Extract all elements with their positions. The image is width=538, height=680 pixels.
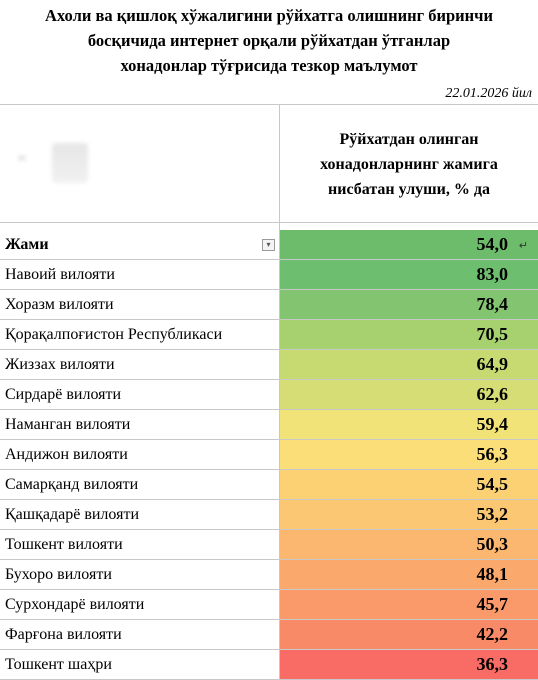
table-row[interactable]: Қашқадарё вилояти 53,2 [0,500,538,530]
table-row[interactable]: Бухоро вилояти 48,1 [0,560,538,590]
region-name: Қашқадарё вилояти [5,506,140,523]
table-row[interactable]: Сурхондарё вилояти 45,7 [0,590,538,620]
table-row[interactable]: Наманган вилояти 59,4 [0,410,538,440]
table-header: Рўйхатдан олинган хонадонларнинг жамига … [0,104,538,223]
share-value-cell[interactable]: 36,3 [280,650,538,679]
share-value-cell[interactable]: 54,0 ↵ [280,230,538,259]
share-value: 78,4 [476,294,509,314]
share-value: 45,7 [476,594,509,614]
region-name: Фарғона вилояти [5,626,122,643]
table-row[interactable]: Тошкент шаҳри 36,3 [0,650,538,680]
report-title-line-1: Ахоли ва қишлоқ хўжалигини рўйхатга олиш… [45,5,493,25]
share-value-cell[interactable]: 59,4 [280,410,538,439]
share-value-cell[interactable]: 78,4 [280,290,538,319]
share-value: 56,3 [476,444,509,464]
region-name: Тошкент шаҳри [5,656,112,673]
region-name: Бухоро вилояти [5,566,112,583]
table-row[interactable]: Жиззах вилояти 64,9 [0,350,538,380]
share-value-cell[interactable]: 45,7 [280,590,538,619]
table-row[interactable]: Навоий вилояти 83,0 [0,260,538,290]
share-value: 36,3 [476,654,509,674]
table-row[interactable]: Самарқанд вилояти 54,5 [0,470,538,500]
header-left-cell [0,105,280,223]
table-row[interactable]: Тошкент вилояти 50,3 [0,530,538,560]
report-title-line-3: хонадонлар тўғрисида тезкор маълумот [120,55,418,75]
table-row[interactable]: Фарғона вилояти 42,2 [0,620,538,650]
table-row[interactable]: Хоразм вилояти 78,4 [0,290,538,320]
share-value: 64,9 [476,354,509,374]
share-value-cell[interactable]: 42,2 [280,620,538,649]
column-header-line-3: нисбатан улуши, % да [328,180,490,198]
region-name: Сирдарё вилояти [5,386,122,403]
region-name: Самарқанд вилояти [5,476,139,493]
column-header-line-2: хонадонларнинг жамига [320,155,498,173]
enter-arrow-icon: ↵ [518,239,528,252]
report-date: 22.01.2026 йил [445,86,532,101]
region-name: Жиззах вилояти [5,356,115,373]
table-row[interactable]: Сирдарё вилояти 62,6 [0,380,538,410]
share-value: 59,4 [476,414,509,434]
share-value: 48,1 [476,564,509,584]
share-value: 53,2 [476,504,509,524]
blurred-placeholder-small [18,155,26,161]
share-value: 42,2 [476,624,509,644]
blurred-placeholder [52,143,88,183]
table-row[interactable]: Қорақалпоғистон Республикаси 70,5 [0,320,538,350]
region-name: Андижон вилояти [5,446,128,463]
region-name: Навоий вилояти [5,266,115,283]
region-name: Сурхондарё вилояти [5,596,145,613]
share-value-cell[interactable]: 62,6 [280,380,538,409]
header-spacer-row [0,222,538,230]
share-value-cell[interactable]: 48,1 [280,560,538,589]
column-header-line-1: Рўйхатдан олинган [339,130,479,148]
region-name: Тошкент вилояти [5,536,123,553]
table-row-total[interactable]: Жами ▾ 54,0 ↵ [0,230,538,260]
share-value-cell[interactable]: 70,5 [280,320,538,349]
share-value: 83,0 [476,264,509,284]
share-value: 62,6 [476,384,509,404]
share-value-cell[interactable]: 56,3 [280,440,538,469]
share-value-cell[interactable]: 53,2 [280,500,538,529]
share-value: 70,5 [476,324,509,344]
region-name: Хоразм вилояти [5,296,114,313]
share-value-cell[interactable]: 54,5 [280,470,538,499]
region-name: Жами [5,236,49,253]
report-title: Ахоли ва қишлоқ хўжалигини рўйхатга олиш… [0,0,538,80]
share-value-cell[interactable]: 83,0 [280,260,538,289]
share-value: 54,5 [476,474,509,494]
share-value-cell[interactable]: 50,3 [280,530,538,559]
share-value: 50,3 [476,534,509,554]
report-title-line-2: босқичида интернет орқали рўйхатдан ўтга… [87,30,451,50]
region-name: Наманган вилояти [5,416,131,433]
table-body: Жами ▾ 54,0 ↵ Навоий вилояти 83,0 Хоразм вилоя… [0,230,538,680]
column-header-share: Рўйхатдан олинган хонадонларнинг жамига … [280,105,538,223]
share-value: 54,0 [476,234,509,254]
filter-dropdown-icon[interactable]: ▾ [262,239,275,251]
table-row[interactable]: Андижон вилояти 56,3 [0,440,538,470]
region-name: Қорақалпоғистон Республикаси [5,326,223,343]
share-value-cell[interactable]: 64,9 [280,350,538,379]
